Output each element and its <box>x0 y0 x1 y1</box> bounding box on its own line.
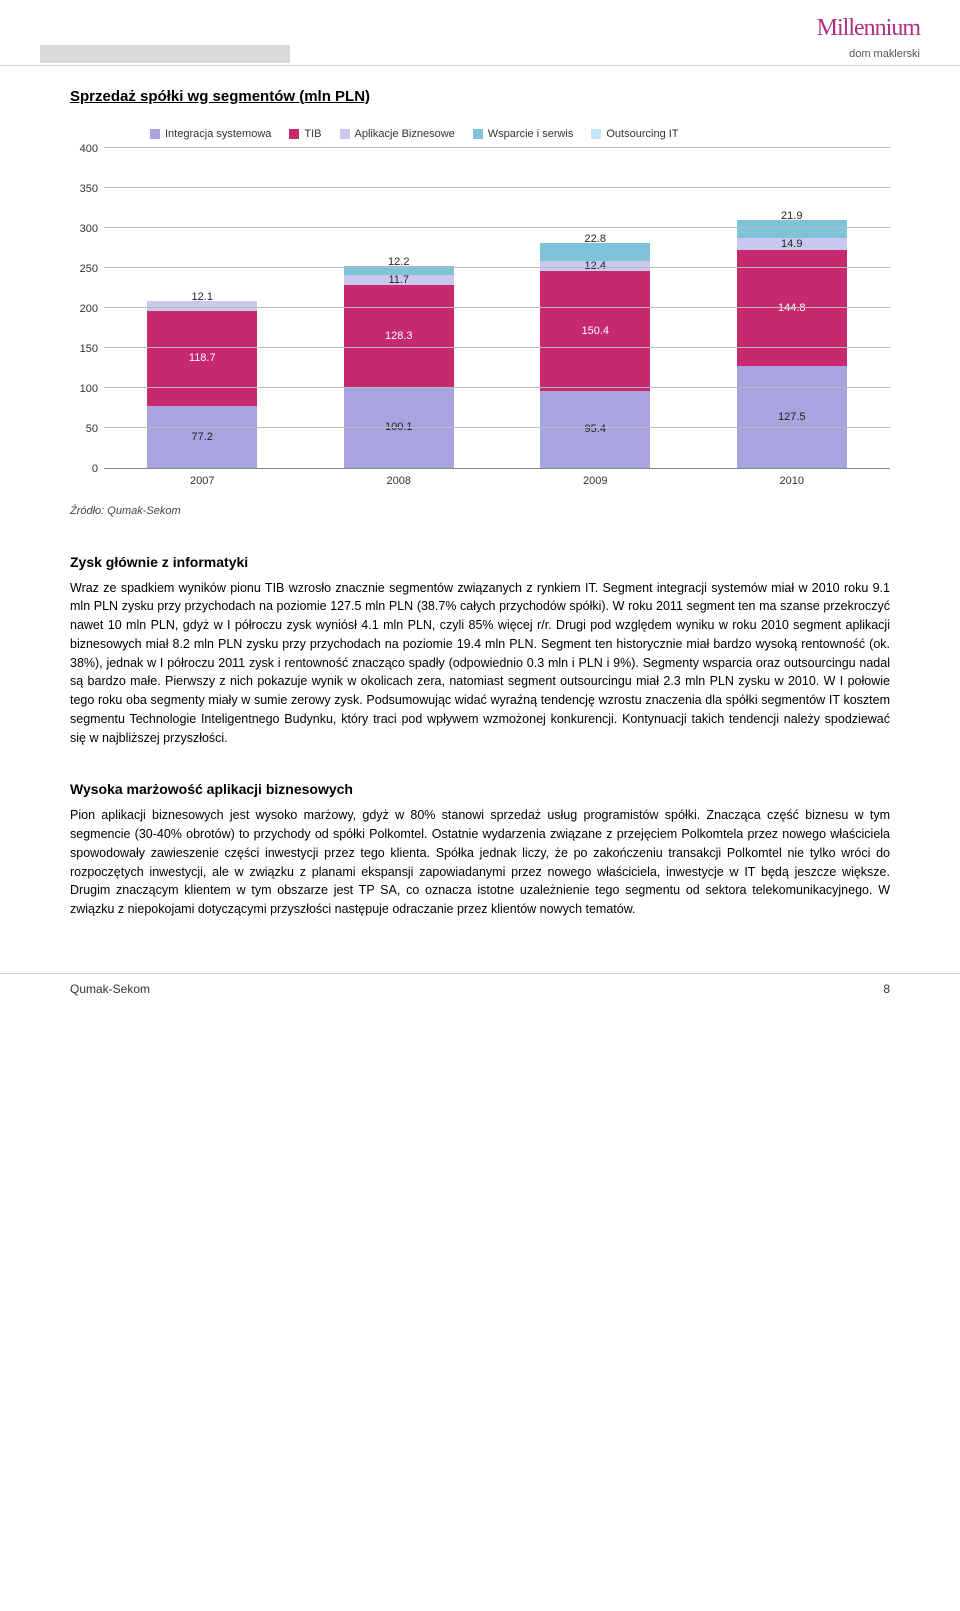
section1-title: Zysk głównie z informatyki <box>70 552 890 573</box>
bar-segment: 150.4 <box>540 271 650 391</box>
chart-title: Sprzedaż spółki wg segmentów (mln PLN) <box>70 86 890 109</box>
gridline <box>104 227 890 228</box>
legend-label: Integracja systemowa <box>165 126 271 143</box>
x-tick: 2008 <box>344 473 454 490</box>
bar-value-label: 22.8 <box>540 231 650 248</box>
legend-item: Outsourcing IT <box>591 126 678 143</box>
bar-segment: 95.4 <box>540 391 650 467</box>
bar-segment: 22.8 <box>540 243 650 261</box>
bar-value-label: 127.5 <box>737 408 847 425</box>
legend-swatch <box>289 129 299 139</box>
section1-body: Wraz ze spadkiem wyników pionu TIB wzros… <box>70 579 890 748</box>
page-header: Millennium dom maklerski <box>0 0 960 66</box>
x-tick: 2010 <box>737 473 847 490</box>
bar-segment: 21.9 <box>737 220 847 238</box>
plot-area: 77.2118.712.1100.1128.311.712.295.4150.4… <box>104 149 890 469</box>
gridline <box>104 267 890 268</box>
gridline <box>104 427 890 428</box>
bar-segment: 118.7 <box>147 311 257 406</box>
bar-segment: 128.3 <box>344 285 454 388</box>
bar-value-label: 144.8 <box>737 299 847 316</box>
bar-column: 127.5 144.8 14.921.9 <box>737 220 847 467</box>
bar-segment: 11.7 <box>344 275 454 284</box>
legend-item: Aplikacje Biznesowe <box>340 126 455 143</box>
chart-legend: Integracja systemowa TIB Aplikacje Bizneso… <box>70 126 890 143</box>
bar-value-label: 77.2 <box>147 428 257 445</box>
bar-segment: 127.5 <box>737 366 847 468</box>
legend-item: TIB <box>289 126 321 143</box>
x-tick: 2007 <box>147 473 257 490</box>
bar-value-label: 95.4 <box>540 421 650 438</box>
bar-value-label: 12.2 <box>344 254 454 271</box>
bar-segment: 77.2 <box>147 406 257 468</box>
logo-subtitle: dom maklerski <box>817 46 920 63</box>
bar-column: 95.4150.412.422.8 <box>540 243 650 468</box>
gridline <box>104 347 890 348</box>
legend-label: Outsourcing IT <box>606 126 678 143</box>
legend-label: Wsparcie i serwis <box>488 126 574 143</box>
stacked-bar-chart: Integracja systemowa TIB Aplikacje Bizneso… <box>70 126 890 489</box>
legend-item: Integracja systemowa <box>150 126 271 143</box>
bar-segment: 14.9 <box>737 238 847 250</box>
x-axis: 2007 2008 2009 2010 <box>70 473 890 490</box>
bar-value-label: 12.1 <box>147 289 257 306</box>
legend-swatch <box>591 129 601 139</box>
page-footer: Qumak-Sekom 8 <box>0 973 960 1016</box>
chart-source: Źródło: Qumak-Sekom <box>70 503 890 520</box>
y-axis: 050100150200250300350400 <box>70 149 104 469</box>
gridline <box>104 307 890 308</box>
bars-container: 77.2118.712.1100.1128.311.712.295.4150.4… <box>104 149 890 468</box>
header-grey-bar <box>40 45 290 63</box>
section2-title: Wysoka marżowość aplikacji biznesowych <box>70 779 890 800</box>
legend-label: Aplikacje Biznesowe <box>355 126 455 143</box>
footer-company: Qumak-Sekom <box>70 980 150 998</box>
gridline <box>104 387 890 388</box>
bar-value-label: 14.9 <box>737 235 847 252</box>
section2-body: Pion aplikacji biznesowych jest wysoko m… <box>70 806 890 919</box>
legend-swatch <box>150 129 160 139</box>
legend-swatch <box>473 129 483 139</box>
x-tick: 2009 <box>540 473 650 490</box>
bar-column: 77.2118.712.1 <box>147 301 257 467</box>
bar-value-label: 118.7 <box>147 350 257 367</box>
bar-column: 100.1128.311.712.2 <box>344 266 454 468</box>
logo-main: Millennium <box>817 10 920 46</box>
legend-item: Wsparcie i serwis <box>473 126 574 143</box>
gridline <box>104 187 890 188</box>
bar-value-label: 128.3 <box>344 328 454 345</box>
bar-value-label: 150.4 <box>540 323 650 340</box>
legend-label: TIB <box>304 126 321 143</box>
gridline <box>104 147 890 148</box>
bar-value-label: 21.9 <box>737 208 847 225</box>
footer-page-number: 8 <box>883 980 890 998</box>
brand-logo: Millennium dom maklerski <box>817 10 920 63</box>
content-area: Sprzedaż spółki wg segmentów (mln PLN) I… <box>0 66 960 933</box>
legend-swatch <box>340 129 350 139</box>
